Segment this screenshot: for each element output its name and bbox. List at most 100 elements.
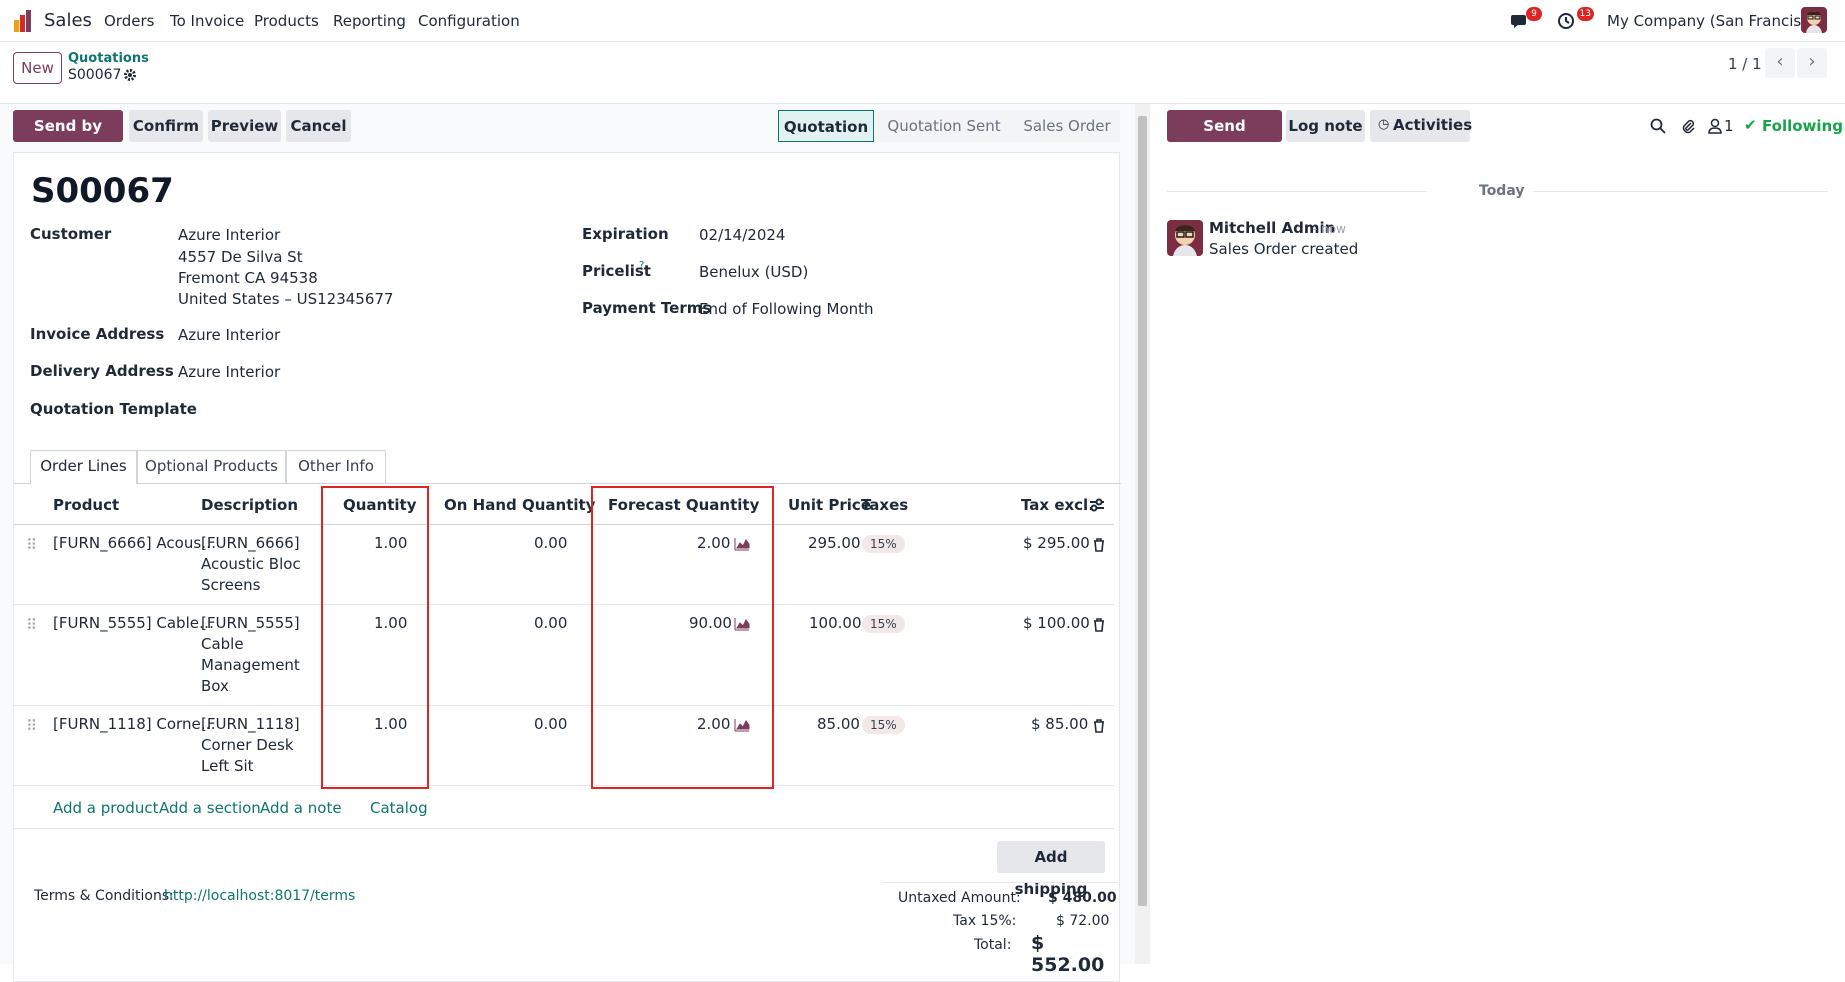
col-description[interactable]: Description bbox=[201, 496, 299, 514]
forecast-chart-icon[interactable] bbox=[734, 537, 750, 551]
add-section-link[interactable]: Add a section bbox=[159, 799, 261, 817]
line-desc-3[interactable]: Left Sit bbox=[201, 757, 254, 775]
preview-button[interactable]: Preview bbox=[208, 110, 281, 142]
trash-icon[interactable] bbox=[1093, 719, 1105, 733]
table-row[interactable]: ⠿ [FURN_5555] Cable… [FURN_5555] Cable M… bbox=[14, 605, 1114, 706]
sales-app-icon[interactable] bbox=[12, 10, 36, 32]
menu-orders[interactable]: Orders bbox=[104, 12, 155, 30]
customer-name[interactable]: Azure Interior bbox=[178, 226, 281, 244]
col-forecast-quantity[interactable]: Forecast Quantity bbox=[608, 496, 760, 514]
followers-icon[interactable] bbox=[1708, 118, 1722, 134]
new-button[interactable]: New bbox=[13, 52, 62, 84]
pager-next-button[interactable]: › bbox=[1797, 48, 1827, 78]
send-message-button[interactable]: Send message bbox=[1167, 110, 1282, 167]
line-product[interactable]: [FURN_5555] Cable… bbox=[53, 614, 214, 632]
line-unit-price[interactable]: 85.00 bbox=[817, 715, 860, 733]
user-avatar[interactable] bbox=[1801, 7, 1827, 33]
forecast-chart-icon[interactable] bbox=[734, 718, 750, 732]
col-product[interactable]: Product bbox=[53, 496, 120, 514]
company-switcher[interactable]: My Company (San Francisco) bbox=[1607, 12, 1825, 30]
breadcrumb-quotations[interactable]: Quotations bbox=[68, 51, 149, 66]
line-product[interactable]: [FURN_1118] Corne… bbox=[53, 715, 216, 733]
search-icon[interactable] bbox=[1650, 118, 1666, 134]
confirm-button[interactable]: Confirm bbox=[129, 110, 203, 142]
pager-value[interactable]: 1 / 1 bbox=[1728, 55, 1762, 73]
line-desc-3[interactable]: Management bbox=[201, 656, 300, 674]
line-desc-2[interactable]: Acoustic Bloc bbox=[201, 555, 301, 573]
add-note-link[interactable]: Add a note bbox=[260, 799, 342, 817]
expiration-label: Expiration bbox=[582, 225, 669, 243]
pricelist-field[interactable]: Benelux (USD) bbox=[699, 263, 809, 281]
cancel-button[interactable]: Cancel bbox=[286, 110, 351, 142]
line-forecast: 90.00 bbox=[689, 614, 732, 632]
line-unit-price[interactable]: 100.00 bbox=[809, 614, 862, 632]
gear-icon[interactable] bbox=[123, 68, 137, 82]
line-desc-2[interactable]: Corner Desk bbox=[201, 736, 294, 754]
tax-badge[interactable]: 15% bbox=[862, 615, 905, 633]
col-taxes[interactable]: Taxes bbox=[861, 496, 909, 514]
line-quantity[interactable]: 1.00 bbox=[374, 534, 408, 552]
activities-button[interactable]: ◷ Activities bbox=[1370, 110, 1472, 142]
column-settings-icon[interactable] bbox=[1089, 497, 1105, 513]
catalog-link[interactable]: Catalog bbox=[370, 799, 428, 817]
col-unit-price[interactable]: Unit Price bbox=[788, 496, 871, 514]
col-tax-excl[interactable]: Tax excl. bbox=[1021, 496, 1094, 514]
drag-handle-icon[interactable]: ⠿ bbox=[26, 717, 37, 735]
following-button[interactable]: Following bbox=[1762, 117, 1843, 135]
table-row[interactable]: ⠿ [FURN_1118] Corne… [FURN_1118] Corner … bbox=[14, 706, 1114, 786]
stage-quotation-sent[interactable]: Quotation Sent bbox=[874, 110, 1014, 142]
messages-icon[interactable]: 9 bbox=[1510, 7, 1542, 32]
control-panel: New Quotations S00067 1 / 1 ‹ › bbox=[0, 42, 1845, 104]
tab-optional-products[interactable]: Optional Products bbox=[137, 450, 286, 483]
add-shipping-button[interactable]: Add shipping bbox=[997, 841, 1105, 898]
menu-reporting[interactable]: Reporting bbox=[333, 12, 406, 30]
send-by-email-button[interactable]: Send by Email bbox=[13, 110, 123, 167]
author-avatar[interactable] bbox=[1167, 220, 1203, 256]
add-product-link[interactable]: Add a product bbox=[53, 799, 159, 817]
line-unit-price[interactable]: 295.00 bbox=[808, 534, 861, 552]
line-desc-1[interactable]: [FURN_1118] bbox=[201, 715, 300, 733]
paperclip-icon[interactable] bbox=[1680, 118, 1696, 134]
line-desc-1[interactable]: [FURN_6666] bbox=[201, 534, 300, 552]
delivery-address-field[interactable]: Azure Interior bbox=[178, 363, 281, 381]
line-desc-3[interactable]: Screens bbox=[201, 576, 261, 594]
untaxed-amount: $ 480.00 bbox=[1048, 890, 1117, 906]
scrollbar-thumb[interactable] bbox=[1138, 116, 1147, 906]
line-product[interactable]: [FURN_6666] Acous… bbox=[53, 534, 217, 552]
menu-to-invoice[interactable]: To Invoice bbox=[170, 12, 245, 30]
activities-clock-icon[interactable]: 13 bbox=[1556, 7, 1594, 32]
tax-badge[interactable]: 15% bbox=[862, 716, 905, 734]
line-desc-1[interactable]: [FURN_5555] bbox=[201, 614, 300, 632]
tab-other-info[interactable]: Other Info bbox=[286, 450, 386, 483]
line-quantity[interactable]: 1.00 bbox=[374, 614, 408, 632]
menu-products[interactable]: Products bbox=[254, 12, 319, 30]
stage-sales-order[interactable]: Sales Order bbox=[1014, 110, 1120, 142]
terms-url-link[interactable]: http://localhost:8017/terms bbox=[164, 888, 356, 904]
table-row[interactable]: ⠿ [FURN_6666] Acous… [FURN_6666] Acousti… bbox=[14, 525, 1114, 605]
forecast-chart-icon[interactable] bbox=[734, 617, 750, 631]
trash-icon[interactable] bbox=[1093, 618, 1105, 632]
payment-terms-field[interactable]: End of Following Month bbox=[699, 300, 874, 318]
line-quantity[interactable]: 1.00 bbox=[374, 715, 408, 733]
pager-prev-button[interactable]: ‹ bbox=[1765, 48, 1795, 78]
messages-badge: 9 bbox=[1526, 7, 1542, 21]
app-title[interactable]: Sales bbox=[44, 10, 92, 31]
col-quantity[interactable]: Quantity bbox=[343, 496, 417, 514]
pricelist-help-icon[interactable]: ? bbox=[639, 260, 645, 271]
message-author[interactable]: Mitchell Admin bbox=[1209, 219, 1336, 237]
menu-configuration[interactable]: Configuration bbox=[418, 12, 520, 30]
tab-order-lines[interactable]: Order Lines bbox=[30, 450, 137, 484]
line-desc-2[interactable]: Cable bbox=[201, 635, 244, 653]
stage-quotation[interactable]: Quotation bbox=[778, 110, 874, 142]
followers-count[interactable]: 1 bbox=[1724, 117, 1734, 135]
invoice-address-field[interactable]: Azure Interior bbox=[178, 326, 281, 344]
trash-icon[interactable] bbox=[1093, 538, 1105, 552]
line-desc-4[interactable]: Box bbox=[201, 677, 229, 695]
log-note-button[interactable]: Log note bbox=[1286, 110, 1365, 142]
tax-badge[interactable]: 15% bbox=[862, 535, 905, 553]
drag-handle-icon[interactable]: ⠿ bbox=[26, 616, 37, 634]
form-scrollbar[interactable] bbox=[1135, 104, 1150, 964]
drag-handle-icon[interactable]: ⠿ bbox=[26, 536, 37, 554]
col-on-hand-quantity[interactable]: On Hand Quantity bbox=[444, 496, 596, 514]
expiration-field[interactable]: 02/14/2024 bbox=[699, 226, 786, 244]
